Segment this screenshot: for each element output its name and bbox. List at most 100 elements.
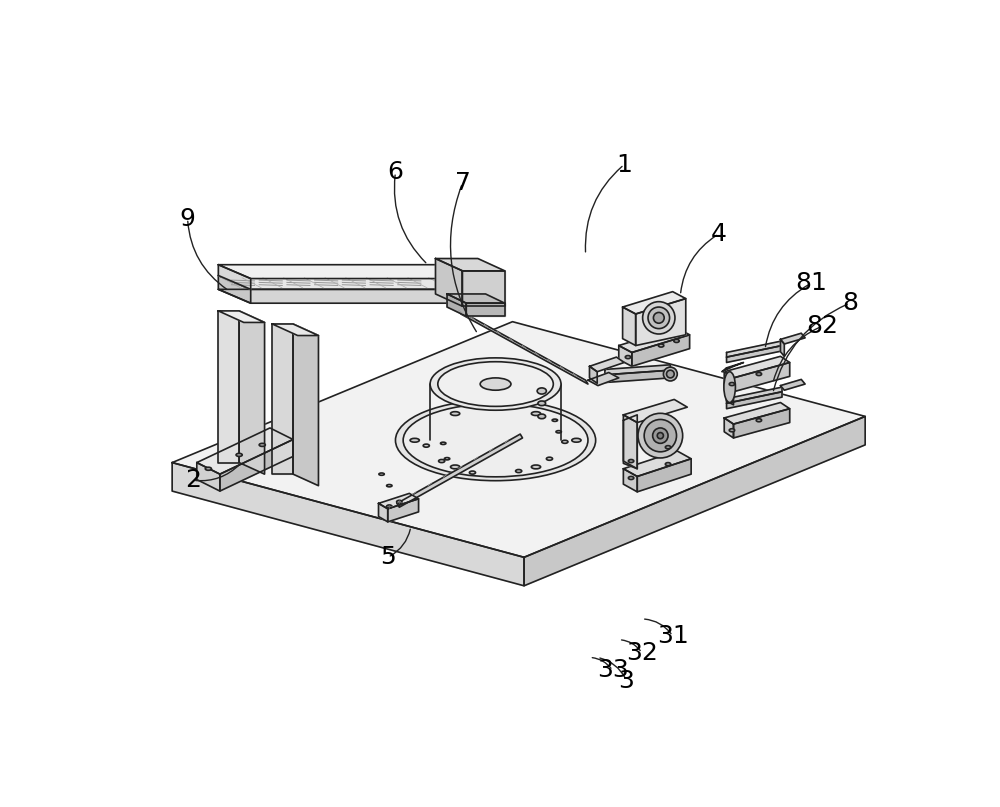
Ellipse shape xyxy=(653,312,664,324)
Ellipse shape xyxy=(469,471,476,475)
Ellipse shape xyxy=(729,429,735,432)
Polygon shape xyxy=(172,462,524,586)
Ellipse shape xyxy=(665,462,671,466)
Polygon shape xyxy=(239,311,265,475)
Ellipse shape xyxy=(516,470,522,473)
Polygon shape xyxy=(272,324,293,475)
Ellipse shape xyxy=(643,302,675,334)
Ellipse shape xyxy=(379,473,384,475)
Ellipse shape xyxy=(538,401,546,406)
Polygon shape xyxy=(780,379,805,391)
Polygon shape xyxy=(590,366,597,383)
Ellipse shape xyxy=(441,442,446,445)
Polygon shape xyxy=(623,399,687,423)
Ellipse shape xyxy=(451,412,460,416)
Ellipse shape xyxy=(552,419,558,421)
Text: 7: 7 xyxy=(455,171,470,195)
Ellipse shape xyxy=(665,445,671,449)
Ellipse shape xyxy=(438,362,553,407)
Polygon shape xyxy=(447,294,505,303)
Ellipse shape xyxy=(756,373,762,375)
Polygon shape xyxy=(218,290,505,303)
Polygon shape xyxy=(293,324,318,486)
Polygon shape xyxy=(727,391,782,408)
Polygon shape xyxy=(436,258,462,307)
Polygon shape xyxy=(447,294,466,316)
Ellipse shape xyxy=(663,367,677,381)
Ellipse shape xyxy=(259,443,265,446)
Text: 8: 8 xyxy=(842,291,858,316)
Polygon shape xyxy=(637,458,691,491)
Text: 32: 32 xyxy=(626,641,658,665)
Ellipse shape xyxy=(658,344,664,347)
Ellipse shape xyxy=(444,458,450,460)
Text: 82: 82 xyxy=(806,314,838,338)
Text: 81: 81 xyxy=(795,271,827,295)
Ellipse shape xyxy=(531,412,541,416)
Polygon shape xyxy=(605,370,670,383)
Ellipse shape xyxy=(625,356,631,358)
Polygon shape xyxy=(727,341,782,358)
Polygon shape xyxy=(727,374,733,405)
Ellipse shape xyxy=(397,500,402,504)
Polygon shape xyxy=(724,372,733,391)
Polygon shape xyxy=(780,340,784,357)
Ellipse shape xyxy=(653,428,668,443)
Ellipse shape xyxy=(729,383,735,386)
Ellipse shape xyxy=(439,459,445,462)
Ellipse shape xyxy=(648,307,670,328)
Polygon shape xyxy=(623,415,637,469)
Text: 33: 33 xyxy=(597,659,628,683)
Polygon shape xyxy=(623,291,686,314)
Polygon shape xyxy=(623,451,691,476)
Text: 4: 4 xyxy=(711,222,727,246)
Polygon shape xyxy=(590,358,624,372)
Polygon shape xyxy=(218,265,505,278)
Text: 9: 9 xyxy=(180,207,195,231)
Polygon shape xyxy=(218,275,505,290)
Polygon shape xyxy=(727,387,782,404)
Polygon shape xyxy=(466,303,505,316)
Ellipse shape xyxy=(537,388,546,394)
Ellipse shape xyxy=(556,431,561,433)
Ellipse shape xyxy=(562,441,568,443)
Polygon shape xyxy=(388,499,419,522)
Polygon shape xyxy=(218,275,251,303)
Ellipse shape xyxy=(572,438,581,442)
Polygon shape xyxy=(218,311,265,323)
Polygon shape xyxy=(220,440,293,491)
Ellipse shape xyxy=(451,465,460,469)
Ellipse shape xyxy=(531,465,541,469)
Ellipse shape xyxy=(410,438,419,442)
Ellipse shape xyxy=(387,484,392,487)
Polygon shape xyxy=(588,373,619,386)
Polygon shape xyxy=(436,258,505,271)
Text: 5: 5 xyxy=(380,546,396,569)
Ellipse shape xyxy=(538,414,546,419)
Polygon shape xyxy=(379,504,388,522)
Polygon shape xyxy=(218,311,239,462)
Ellipse shape xyxy=(430,358,561,410)
Polygon shape xyxy=(724,403,790,424)
Ellipse shape xyxy=(674,340,679,342)
Text: 1: 1 xyxy=(616,153,632,177)
Text: 3: 3 xyxy=(619,668,634,692)
Polygon shape xyxy=(623,469,637,491)
Polygon shape xyxy=(397,434,523,508)
Ellipse shape xyxy=(756,419,762,422)
Polygon shape xyxy=(619,345,632,366)
Text: 2: 2 xyxy=(185,468,201,492)
Polygon shape xyxy=(733,408,790,438)
Polygon shape xyxy=(379,493,419,508)
Ellipse shape xyxy=(628,459,634,462)
Text: 6: 6 xyxy=(387,161,403,184)
Ellipse shape xyxy=(205,467,211,470)
Ellipse shape xyxy=(546,458,553,460)
Ellipse shape xyxy=(480,378,511,391)
Polygon shape xyxy=(218,265,251,290)
Ellipse shape xyxy=(236,454,242,457)
Polygon shape xyxy=(623,307,636,345)
Ellipse shape xyxy=(724,372,735,403)
Polygon shape xyxy=(459,310,588,384)
Ellipse shape xyxy=(667,370,674,378)
